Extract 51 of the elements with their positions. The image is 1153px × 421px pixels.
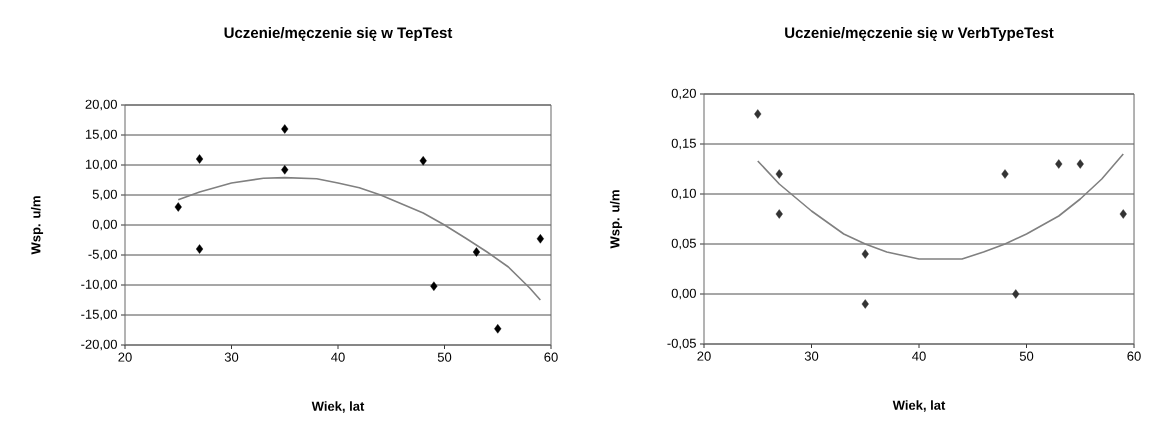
y-tick-label: 0,05 [671,238,696,250]
y-tick-label: 15,00 [85,129,117,141]
x-tick-label: 40 [331,352,345,362]
y-tick-label: 10,00 [85,159,117,171]
y-tick-label: -10,00 [81,279,117,291]
point [472,247,481,257]
point [1055,159,1063,169]
y-axis-title: Wsp. u/m [609,190,623,249]
y-axis-title: Wsp. u/m [30,196,44,255]
y-tick-label: 5,00 [92,189,117,201]
point [1076,159,1084,169]
x-tick-label: 60 [544,352,558,362]
point [1119,209,1127,219]
x-tick-label: 30 [224,352,239,362]
point [195,244,204,254]
point [775,169,783,179]
point [1012,289,1020,299]
point [754,109,762,119]
x-tick-label: 20 [118,352,132,362]
y-tick-label: -5,00 [88,249,117,261]
chart-title: Uczenie/męczenie się w TepTest [224,27,453,42]
point [281,124,289,134]
point [430,281,438,291]
chart-title: Uczenie/męczenie się w VerbTypeTest [785,27,1054,42]
x-tick-label: 40 [912,351,926,361]
point [775,209,783,219]
point [861,249,869,259]
y-tick-label: 0,00 [92,219,117,231]
x-tick-label: 30 [804,351,819,361]
x-axis-title: Wiek, lat [311,401,365,413]
point [494,324,502,334]
point [281,165,289,175]
x-tick-label: 60 [1127,351,1141,361]
y-tick-label: 0,15 [671,138,696,150]
y-tick-label: 0,20 [671,88,696,100]
y-tick-label: 0,10 [671,188,696,200]
point [861,299,869,309]
point [195,154,204,164]
y-tick-label: -0,05 [667,338,696,350]
y-tick-label: -20,00 [81,339,117,351]
point [419,156,427,166]
y-tick-label: -15,00 [81,309,117,321]
x-axis-title: Wiek, lat [892,400,946,412]
y-tick-label: 20,00 [85,99,117,111]
point [174,202,182,212]
x-tick-label: 50 [437,352,452,362]
y-tick-label: 0,00 [671,288,696,300]
point [536,234,544,244]
point [1001,169,1009,179]
x-tick-label: 20 [697,351,711,361]
x-tick-label: 50 [1019,351,1034,361]
